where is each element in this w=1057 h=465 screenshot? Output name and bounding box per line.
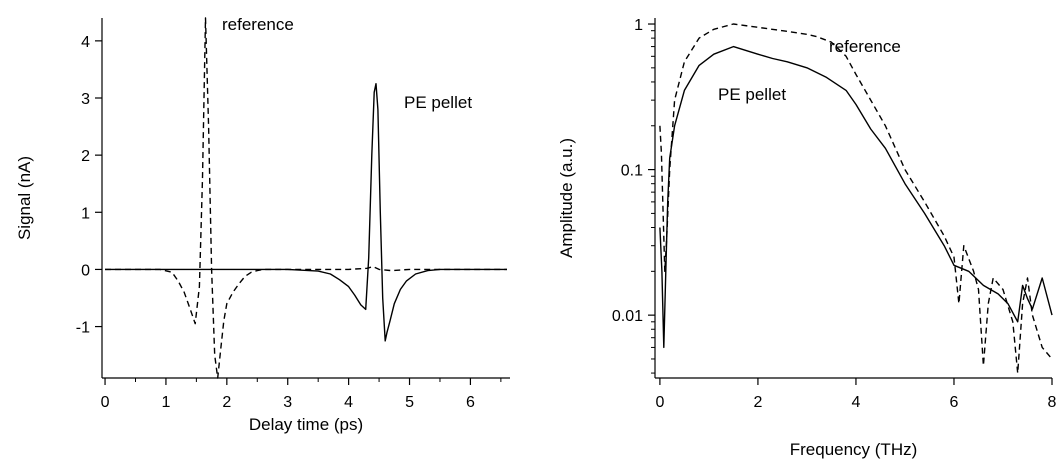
signal-chart: 0 1 2 3 4 5 6 -1 0 1 2 3 4 Delay time (ps) Signal (n… — [15, 15, 510, 434]
signal-chart-annotation-reference: reference — [222, 15, 294, 34]
signal-chart-axes — [101, 18, 510, 379]
signal-chart-annotation-pe-pellet: PE pellet — [404, 93, 472, 112]
signal-chart-y-tick-label: 2 — [81, 148, 90, 165]
signal-chart-y-tick-label: 1 — [81, 205, 90, 222]
amplitude-chart-x-tick-label: 6 — [950, 394, 959, 411]
signal-chart-x-tick-label: 2 — [222, 394, 231, 411]
signal-chart-x-tick-label: 4 — [344, 394, 353, 411]
amplitude-chart-y-tick-label: 0.1 — [621, 163, 643, 180]
signal-chart-x-tick-label: 0 — [101, 394, 110, 411]
signal-chart-x-tick-label: 5 — [405, 394, 414, 411]
amplitude-chart-series-pe-pellet — [659, 45, 1053, 349]
signal-chart-x-tick-label: 3 — [283, 394, 292, 411]
signal-chart-series-reference — [105, 17, 507, 379]
signal-chart-series — [105, 17, 507, 379]
amplitude-chart-x-tick-label: 0 — [655, 394, 664, 411]
amplitude-chart-series — [659, 23, 1053, 374]
amplitude-chart-annotation-pe-pellet: PE pellet — [718, 85, 786, 104]
amplitude-chart-x-tick-label: 4 — [851, 394, 860, 411]
signal-chart-y-tick-label: 4 — [81, 34, 90, 51]
amplitude-chart-x-label: Frequency (THz) — [790, 440, 918, 459]
amplitude-chart-y-tick-label: 1 — [634, 17, 643, 34]
amplitude-chart-axes — [654, 18, 1052, 379]
signal-chart-y-tick-label: -1 — [76, 320, 90, 337]
amplitude-chart-y-tick-label: 0.01 — [612, 308, 643, 325]
signal-chart-y-label: Signal (nA) — [15, 156, 34, 240]
signal-chart-y-tick-label: 0 — [81, 262, 90, 279]
signal-chart-y-tick-label: 3 — [81, 91, 90, 108]
amplitude-chart: 0 2 4 6 8 0.01 0.1 1 Frequency (THz) Amplitude … — [557, 17, 1057, 459]
amplitude-chart-annotation-reference: reference — [829, 37, 901, 56]
amplitude-chart-x-tick-label: 8 — [1048, 394, 1057, 411]
signal-chart-series-pe-pellet — [105, 82, 507, 342]
signal-chart-x-tick-label: 1 — [161, 394, 170, 411]
signal-chart-ticks: 0 1 2 3 4 5 6 -1 0 1 2 3 4 — [76, 34, 502, 411]
signal-chart-x-label: Delay time (ps) — [249, 415, 363, 434]
amplitude-chart-x-tick-label: 2 — [753, 394, 762, 411]
amplitude-chart-y-label: Amplitude (a.u.) — [557, 138, 576, 258]
signal-chart-x-tick-label: 6 — [466, 394, 475, 411]
amplitude-chart-ticks: 0 2 4 6 8 0.01 0.1 1 — [612, 17, 1057, 411]
amplitude-chart-series-reference — [659, 23, 1053, 374]
